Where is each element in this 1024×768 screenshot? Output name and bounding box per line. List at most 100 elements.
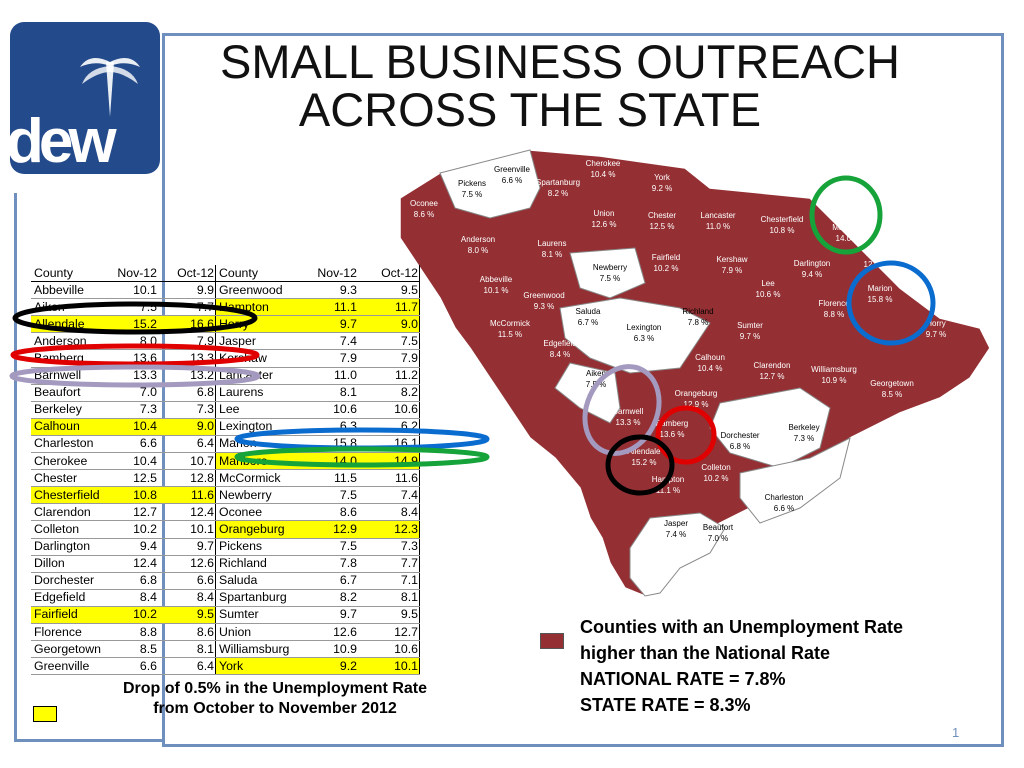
county-label-name: Lexington	[627, 323, 662, 332]
oct-rate-cell: 10.7	[158, 452, 216, 471]
county-name-cell: Lexington	[215, 418, 297, 436]
table-row: Edgefield 8.4 8.4 Spartanburg 8.2 8.1	[31, 589, 420, 607]
nov-rate-cell: 8.5	[101, 640, 158, 659]
county-name-cell: McCormick	[215, 469, 297, 488]
county-label-rate: 8.8 %	[824, 310, 844, 319]
nov-rate-cell: 9.4	[101, 538, 158, 556]
county-name-cell: Greenwood	[215, 281, 297, 300]
county-label-rate: 10.4 %	[591, 170, 616, 179]
county-name-cell: Kershaw	[215, 349, 297, 368]
county-label-rate: 14.0 %	[836, 234, 861, 243]
nov-rate-cell: 6.6	[101, 657, 158, 676]
oct-rate-cell: 7.7	[158, 298, 216, 317]
county-name-cell: Colleton	[31, 520, 101, 539]
oct-rate-cell: 12.4	[158, 503, 216, 522]
oct-rate-cell: 16.6	[158, 315, 216, 334]
county-label-name: Orangeburg	[675, 389, 718, 398]
oct-rate-cell: 12.7	[358, 623, 420, 642]
nov-rate-cell: 10.6	[297, 401, 358, 419]
title-line-1: SMALL BUSINESS OUTREACH	[220, 35, 900, 88]
county-label-rate: 10.1 %	[484, 286, 509, 295]
nov-rate-cell: 6.6	[101, 435, 158, 454]
drop-line-2: from October to November 2012	[153, 700, 397, 717]
county-label-name: Newberry	[593, 263, 627, 272]
county-name-cell: Orangeburg	[215, 520, 297, 539]
nov-rate-cell: 13.3	[101, 367, 158, 385]
county-name-cell: Chester	[31, 469, 101, 488]
county-pickens-greenville	[439, 149, 541, 219]
county-map: Greenville 6.6 % Pickens 7.5 % Oconee 8.6 % Ch…	[399, 149, 991, 597]
county-label-name: Darlington	[794, 259, 830, 268]
oct-rate-cell: 13.3	[158, 349, 216, 368]
oct-rate-cell: 9.9	[158, 281, 216, 300]
nov-rate-cell: 11.0	[297, 367, 358, 385]
nov-rate-cell: 9.2	[297, 657, 358, 676]
nov-rate-cell: 15.8	[297, 435, 358, 454]
yellow-legend-swatch	[33, 706, 57, 722]
county-name-cell: Florence	[31, 623, 101, 642]
county-label-rate: 12.9 %	[684, 400, 709, 409]
county-label-name: Laurens	[538, 239, 567, 248]
county-label-name: Horry	[926, 319, 946, 328]
county-name-cell: Marion	[215, 435, 297, 454]
county-label-rate: 7.5 %	[586, 380, 606, 389]
table-row: Charleston 6.6 6.4 Marion 15.8 16.1	[31, 435, 420, 454]
table-row: Abbeville 10.1 9.9 Greenwood 9.3 9.5	[31, 281, 420, 300]
county-label-rate: 7.4 %	[666, 530, 686, 539]
oct-rate-cell: 12.3	[358, 520, 420, 539]
county-label-rate: 7.9 %	[722, 266, 742, 275]
table-row: Greenville 6.6 6.4 York 9.2 10.1	[31, 657, 420, 676]
slide-frame-left	[14, 193, 17, 741]
county-label-name: Chester	[648, 211, 676, 220]
county-label-name: Charleston	[765, 493, 804, 502]
oct-rate-cell: 8.4	[158, 589, 216, 607]
county-name-cell: Williamsburg	[215, 640, 297, 659]
county-label-name: Richland	[682, 307, 713, 316]
county-name-cell: Spartanburg	[215, 589, 297, 607]
oct-rate-cell: 9.0	[158, 418, 216, 436]
county-name-cell: Oconee	[215, 503, 297, 522]
drop-note: Drop of 0.5% in the Unemployment Rate fr…	[80, 679, 470, 719]
oct-rate-cell: 11.2	[358, 367, 420, 385]
county-label-rate: 10.9 %	[822, 376, 847, 385]
oct-rate-cell: 9.0	[358, 315, 420, 334]
nov-rate-cell: 8.6	[297, 503, 358, 522]
oct-rate-cell: 10.1	[158, 520, 216, 539]
county-label-name: Abbeville	[480, 275, 513, 284]
county-label-name: Clarendon	[754, 361, 791, 370]
nov-rate-cell: 10.8	[101, 486, 158, 505]
county-label-rate: 8.4 %	[550, 350, 570, 359]
nov-rate-cell: 9.7	[297, 315, 358, 334]
county-label-rate: 10.4 %	[698, 364, 723, 373]
county-label-rate: 10.2 %	[704, 474, 729, 483]
logo-text: dew	[10, 107, 117, 174]
table-header-cell: County	[31, 265, 101, 283]
drop-line-1: Drop of 0.5% in the Unemployment Rate	[122, 680, 428, 697]
county-name-cell: Aiken	[31, 298, 101, 317]
table-header-cell: Oct-12	[358, 265, 420, 283]
county-label-name: Chesterfield	[761, 215, 804, 224]
county-name-cell: Abbeville	[31, 281, 101, 300]
county-name-cell: Edgefield	[31, 589, 101, 607]
county-label-rate: 8.1 %	[542, 250, 562, 259]
legend-line-3: NATIONAL RATE = 7.8%	[580, 669, 786, 689]
red-legend-swatch	[540, 633, 564, 649]
county-label-rate: 8.0 %	[468, 246, 488, 255]
table-row: Colleton 10.2 10.1 Orangeburg 12.9 12.3	[31, 520, 420, 539]
county-label-rate: 12.4 %	[864, 260, 889, 269]
oct-rate-cell: 12.8	[158, 469, 216, 488]
county-newberry	[569, 247, 646, 299]
nov-rate-cell: 7.9	[297, 349, 358, 368]
county-name-cell: Clarendon	[31, 503, 101, 522]
nov-rate-cell: 6.3	[297, 418, 358, 436]
oct-rate-cell: 8.4	[358, 503, 420, 522]
county-label-name: Barnwell	[613, 407, 644, 416]
county-label-rate: 13.3 %	[616, 418, 641, 427]
table-row: Clarendon 12.7 12.4 Oconee 8.6 8.4	[31, 503, 420, 522]
county-name-cell: Lee	[215, 401, 297, 419]
oct-rate-cell: 6.6	[158, 572, 216, 590]
county-label-name: Beaufort	[703, 523, 734, 532]
nov-rate-cell: 10.4	[101, 418, 158, 436]
nov-rate-cell: 12.4	[101, 555, 158, 573]
county-name-cell: Saluda	[215, 572, 297, 590]
